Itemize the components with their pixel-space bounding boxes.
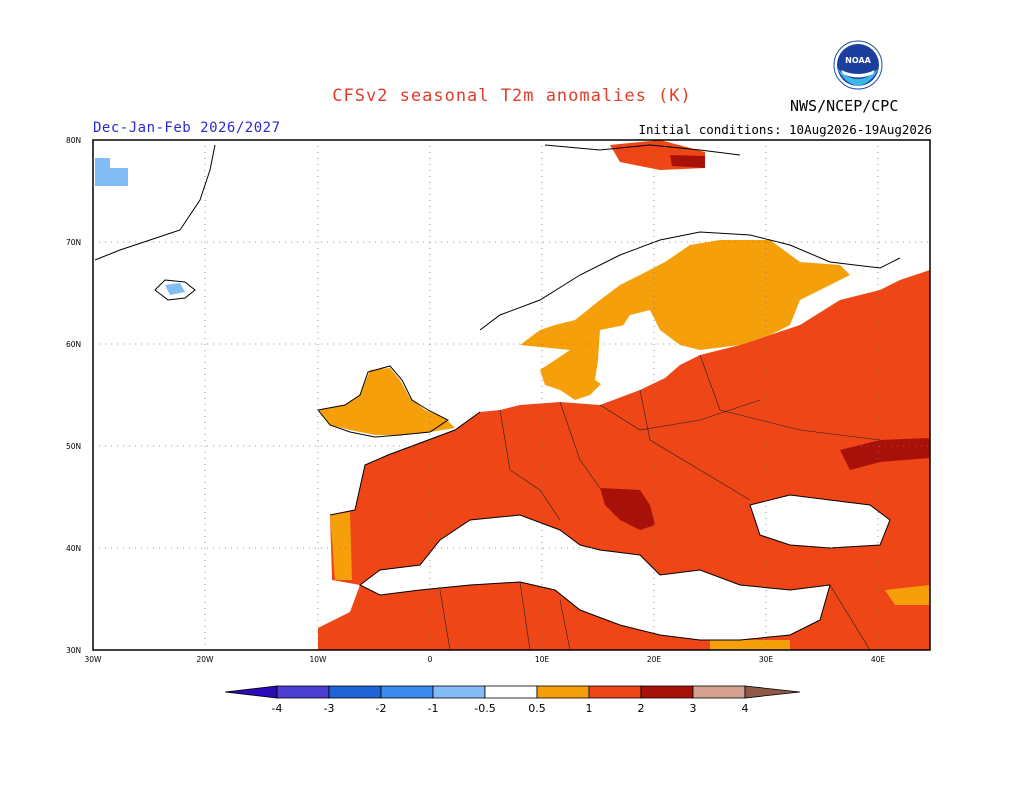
colorbar-label: -3 — [324, 702, 335, 715]
lat-tick: 70N — [66, 238, 81, 247]
britain-coast — [317, 365, 449, 438]
colorbar-label: 1 — [586, 702, 593, 715]
anomaly-region-darkred-east — [840, 438, 930, 470]
colorbar-bin — [432, 685, 486, 699]
lat-tick: 50N — [66, 442, 81, 451]
colorbar-bin — [536, 685, 590, 699]
black-sea-coast — [749, 494, 891, 549]
mediterranean-coast — [359, 514, 831, 641]
coastlines — [94, 144, 901, 641]
scandinavia-coast — [479, 231, 901, 331]
colorbar-bin — [588, 685, 642, 699]
colorbar-bin — [640, 685, 694, 699]
anomaly-region-cool-greenland — [95, 158, 128, 186]
lat-tick: 40N — [66, 544, 81, 553]
season-label: Dec-Jan-Feb 2026/2027 — [93, 120, 281, 136]
colorbar-label: 0.5 — [528, 702, 546, 715]
anomaly-region-darkred-arctic — [670, 155, 705, 168]
colorbar-label: 4 — [742, 702, 749, 715]
gridlines — [93, 140, 930, 650]
baltic-sea — [595, 325, 655, 390]
noaa-logo-icon: NOAA — [833, 40, 883, 90]
anomaly-region-orange-north-africa — [710, 640, 790, 650]
lon-tick: 10E — [535, 655, 550, 664]
anomaly-region-orange-britain — [318, 368, 455, 435]
lon-tick: 20E — [647, 655, 662, 664]
lon-tick: 30E — [759, 655, 774, 664]
colorbar-arrow-warm — [744, 685, 801, 699]
map-title: CFSv2 seasonal T2m anomalies (K) — [332, 86, 692, 106]
colorbar-label: -0.5 — [474, 702, 495, 715]
anomaly-field — [95, 140, 930, 650]
lon-tick: 40E — [871, 655, 886, 664]
lat-tick: 60N — [66, 340, 81, 349]
agency-label: NWS/NCEP/CPC — [790, 97, 899, 115]
anomaly-region-orange-iberia — [330, 512, 352, 580]
lon-tick: 0 — [428, 655, 433, 664]
lon-tick: 30W — [85, 655, 103, 664]
lon-ticks: 30W 20W 10W 0 10E 20E 30E 40E — [85, 655, 886, 664]
noaa-logo-text: NOAA — [845, 56, 871, 65]
colorbar-label: -2 — [376, 702, 387, 715]
colorbar-bin — [692, 685, 746, 699]
anomaly-region-cool-iceland — [165, 283, 185, 295]
svalbard-coast — [544, 144, 741, 156]
lat-ticks: 80N 70N 60N 50N 40N 30N — [66, 136, 81, 655]
black-sea — [750, 495, 890, 548]
colorbar-bin — [380, 685, 434, 699]
colorbar-label: -4 — [272, 702, 283, 715]
colorbar-arrow-cold — [224, 685, 278, 699]
map-frame — [92, 139, 931, 651]
initial-conditions-label: Initial conditions: 10Aug2026-19Aug2026 — [638, 122, 933, 137]
colorbar-bin — [328, 685, 382, 699]
greenland-coast — [94, 144, 216, 261]
lat-tick: 80N — [66, 136, 81, 145]
lat-tick: 30N — [66, 646, 81, 655]
colorbar-label: 2 — [638, 702, 645, 715]
colorbar-bin — [484, 685, 538, 699]
anomaly-region-orange-east — [885, 585, 930, 605]
colorbar-label: -1 — [428, 702, 439, 715]
country-borders — [439, 354, 881, 651]
colorbar-labels: -4 -3 -2 -1 -0.5 0.5 1 2 3 4 — [272, 702, 749, 715]
mediterranean-sea — [360, 515, 830, 640]
iceland-coast — [154, 279, 196, 301]
lon-tick: 20W — [197, 655, 215, 664]
colorbar-bin — [276, 685, 330, 699]
colorbar — [224, 685, 801, 699]
anomaly-region-darkred-balkans — [600, 488, 655, 530]
colorbar-label: 3 — [690, 702, 697, 715]
lon-tick: 10W — [310, 655, 328, 664]
france-coast — [329, 411, 481, 516]
